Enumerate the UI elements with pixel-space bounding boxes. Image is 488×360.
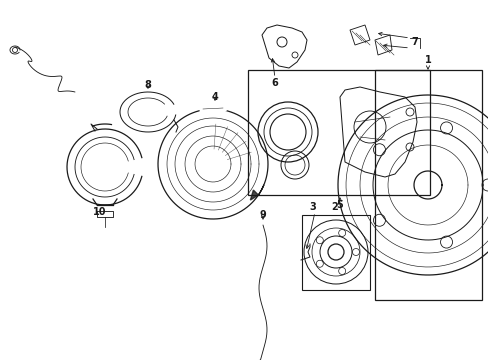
Text: 7: 7 bbox=[411, 37, 418, 47]
Text: 4: 4 bbox=[211, 92, 218, 102]
Polygon shape bbox=[374, 35, 391, 55]
Bar bbox=[247, 70, 429, 195]
Text: 10: 10 bbox=[93, 207, 106, 217]
Polygon shape bbox=[349, 25, 369, 45]
Text: 1: 1 bbox=[424, 55, 430, 65]
Polygon shape bbox=[250, 190, 258, 200]
Text: 6: 6 bbox=[271, 78, 278, 88]
Polygon shape bbox=[339, 87, 416, 177]
Polygon shape bbox=[262, 25, 306, 68]
Text: 3: 3 bbox=[309, 202, 316, 212]
Text: 9: 9 bbox=[259, 210, 266, 220]
Bar bbox=[302, 215, 369, 290]
Text: 5: 5 bbox=[336, 200, 343, 210]
Text: 2: 2 bbox=[331, 202, 338, 212]
Text: 8: 8 bbox=[144, 80, 151, 90]
Bar bbox=[374, 70, 481, 300]
